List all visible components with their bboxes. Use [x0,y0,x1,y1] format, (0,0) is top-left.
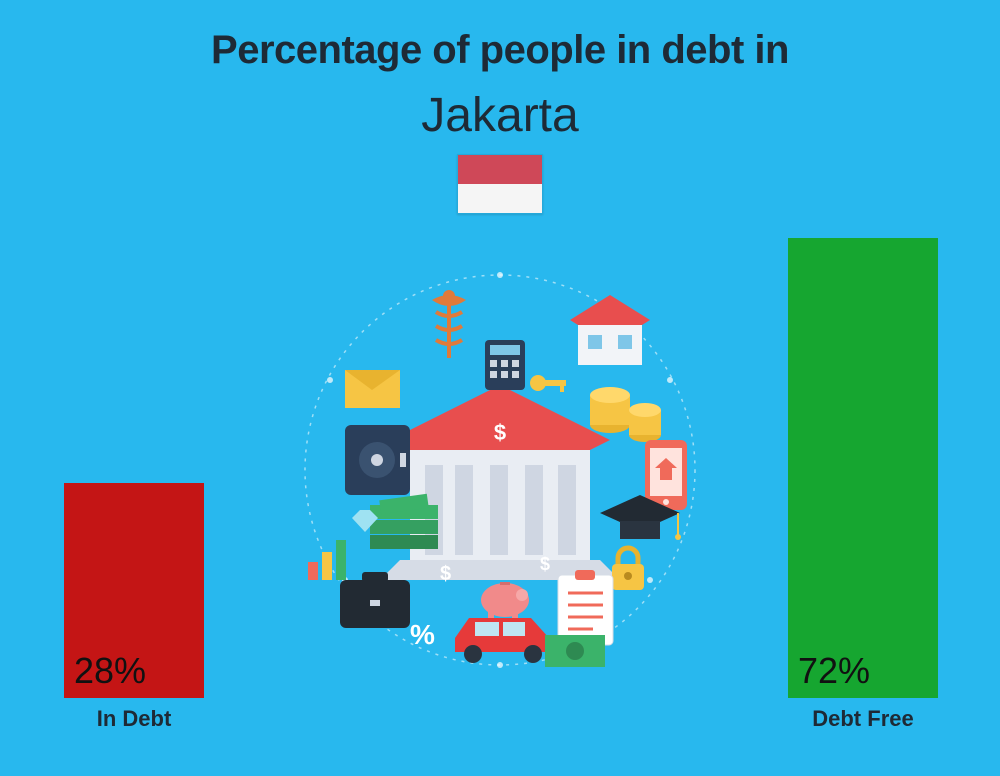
key-icon [530,375,566,392]
finance-illustration-svg: $ [290,260,710,680]
house-icon [570,295,650,365]
finance-illustration: $ [290,260,710,680]
coins-icon [590,387,661,442]
phone-icon [645,440,687,510]
bar-debt-free: 72% [788,238,938,698]
briefcase-icon [340,572,410,628]
page-title-line1: Percentage of people in debt in [0,28,1000,73]
bar-in-debt-value: 28% [74,650,146,692]
mini-bar-chart-icon [308,540,346,580]
money-bill-icon [545,635,605,667]
bank-icon: $ [380,385,620,580]
bar-in-debt: 28% [64,483,204,698]
bar-debt-free-value: 72% [798,650,870,692]
caduceus-icon [432,290,466,358]
dollar-sign-icon: $ [440,563,451,585]
calculator-icon [485,340,525,390]
car-icon [455,618,549,663]
bar-in-debt-label: In Debt [34,706,234,732]
piggy-bank-icon [481,582,529,620]
svg-text:%: % [410,619,435,650]
percent-icon: % [410,619,435,650]
flag-top-stripe [458,155,542,184]
clipboard-icon [558,570,613,645]
cash-stack-icon [370,494,438,549]
safe-icon [345,425,410,495]
padlock-icon [612,548,644,590]
bar-debt-free-label: Debt Free [763,706,963,732]
flag-indonesia [457,154,543,214]
envelope-icon [345,370,400,408]
svg-text:$: $ [494,420,506,445]
flag-bottom-stripe [458,184,542,213]
dollar-sign-icon: $ [540,554,550,574]
page-title-line2: Jakarta [0,88,1000,143]
